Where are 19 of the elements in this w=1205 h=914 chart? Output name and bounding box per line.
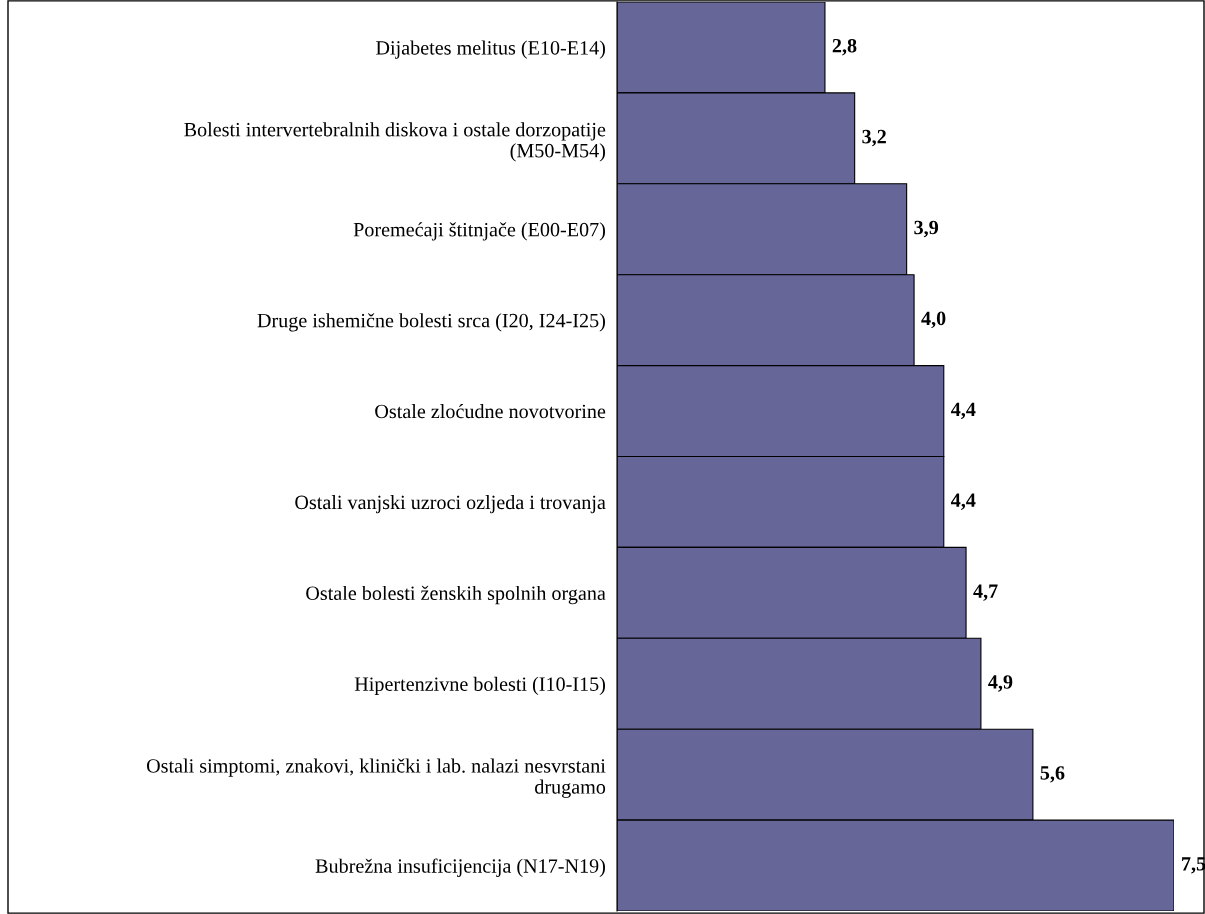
y-tick-label: Ostale bolesti ženskih spolnih organa <box>306 585 606 605</box>
y-tick-label: Bubrežna insuficijencija (N17-N19) <box>315 858 605 877</box>
data-label: 3,9 <box>914 220 939 238</box>
y-tick-label: Druge ishemične bolesti srca (I20, I24-I25) <box>257 313 605 332</box>
y-tick-label: Ostali simptomi, znakovi, klinički i lab. nalazi nesvrstani drugamo <box>146 758 606 798</box>
data-label: 4,9 <box>988 675 1013 692</box>
data-label: 4,4 <box>950 402 976 420</box>
y-tick-label: Bolesti intervertebralnih diskova i ostale dorzopatije (M50-M54) <box>184 122 606 162</box>
data-label: 3,2 <box>862 129 886 147</box>
y-tick-label: Hipertenzivne bolesti (I10-I15) <box>354 676 605 696</box>
data-label: 5,6 <box>1040 766 1065 783</box>
y-tick-label: Poremećaji štitnjače (E00-E07) <box>353 222 605 241</box>
data-label: 4,4 <box>950 493 976 510</box>
data-label: 4,7 <box>973 584 998 601</box>
data-label: 4,0 <box>921 311 946 329</box>
y-tick-label: Ostale zloćudne novotvorine <box>375 404 606 419</box>
y-tick-label: Dijabetes melitus (E10-E14) <box>376 40 605 59</box>
data-label: 2,8 <box>832 38 857 56</box>
y-tick-label: Ostali vanjski uzroci ozljeda i trovanja <box>295 494 606 514</box>
